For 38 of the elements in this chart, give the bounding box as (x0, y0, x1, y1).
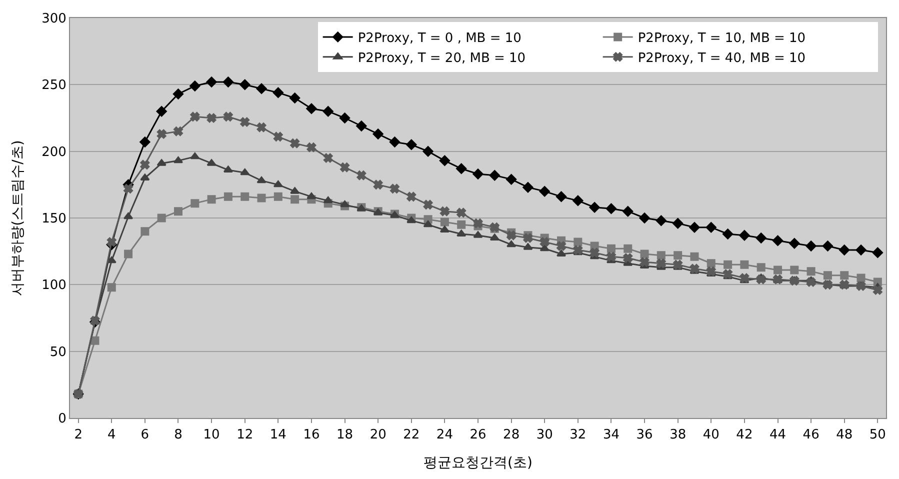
x-tick-label: 6 (140, 428, 150, 443)
x-tick-label: 34 (602, 428, 620, 443)
x-tick-label: 40 (702, 428, 720, 443)
x-tick-label: 48 (836, 428, 853, 443)
x-axis-title: 평균요청간격(초) (424, 454, 532, 471)
x-tick-label: 18 (336, 428, 354, 443)
legend-label: P2Proxy, T = 10, MB = 10 (638, 31, 806, 46)
y-tick-label: 150 (42, 212, 66, 227)
x-tick-label: 16 (303, 428, 320, 443)
x-tick-label: 28 (503, 428, 520, 443)
x-tick-label: 24 (436, 428, 453, 443)
x-tick-label: 26 (470, 428, 486, 443)
legend-label: P2Proxy, T = 40, MB = 10 (638, 50, 806, 66)
x-tick-label: 8 (174, 428, 182, 443)
y-tick-label: 100 (42, 278, 66, 294)
legend-label: P2Proxy, T = 20, MB = 10 (358, 50, 526, 66)
x-tick-label: 46 (802, 428, 820, 443)
x-tick-label: 36 (636, 428, 653, 443)
x-tick-label: 12 (236, 428, 254, 443)
y-axis-title: 서버부하량(스트림수/초) (10, 140, 26, 296)
x-tick-label: 14 (270, 428, 286, 443)
y-tick-label: 300 (42, 12, 66, 27)
x-tick-label: 42 (736, 428, 753, 443)
x-tick-label: 38 (670, 428, 686, 443)
x-tick-label: 30 (536, 428, 553, 443)
x-tick-label: 50 (869, 428, 886, 443)
x-tick-label: 10 (203, 428, 220, 443)
x-tick-label: 2 (74, 428, 82, 443)
y-tick-label: 200 (42, 144, 66, 160)
x-tick-label: 4 (107, 428, 116, 443)
x-tick-label: 44 (769, 428, 786, 443)
y-tick-label: 50 (50, 344, 66, 360)
x-tick-label: 20 (370, 428, 386, 443)
legend-label: P2Proxy, T = 0 , MB = 10 (358, 31, 522, 46)
y-tick-label: 0 (58, 412, 66, 427)
y-tick-label: 250 (42, 78, 66, 94)
x-tick-label: 32 (570, 428, 586, 443)
x-tick-label: 22 (403, 428, 420, 443)
